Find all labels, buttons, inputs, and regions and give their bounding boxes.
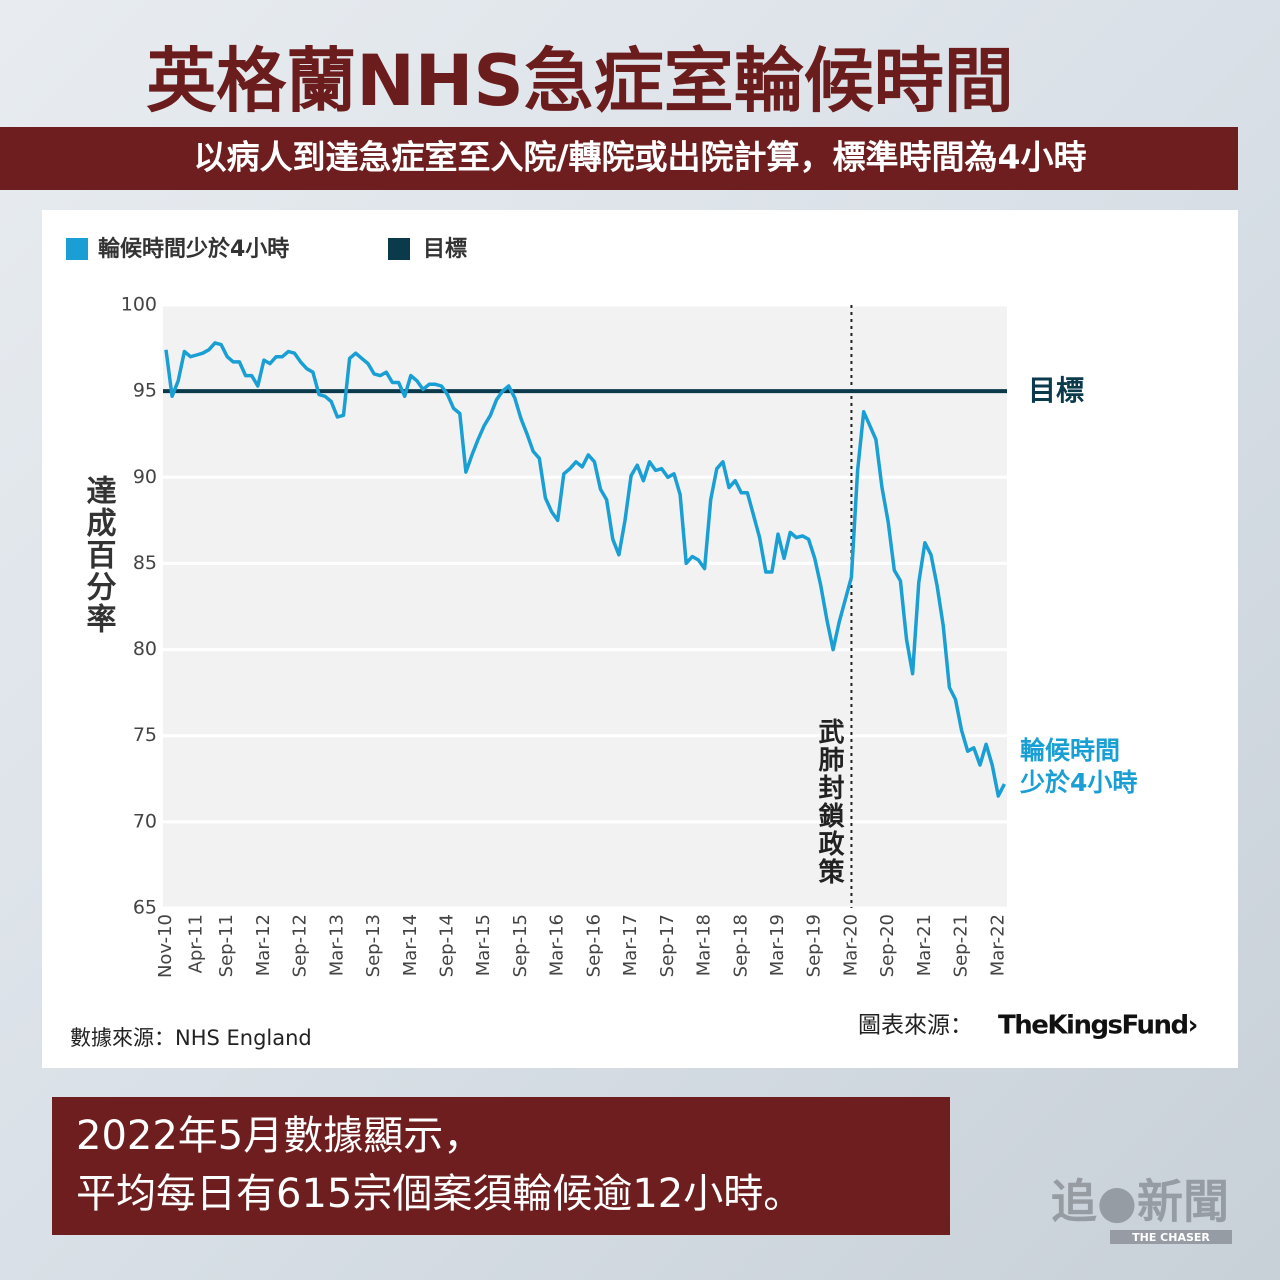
event-label: 武肺封鎖政策 bbox=[814, 718, 844, 886]
x-tick-label: Sep-19 bbox=[804, 914, 825, 977]
footer-line: 2022年5月數據顯示， bbox=[76, 1113, 483, 1159]
chart: 65 70 75 80 85 90 95 100 Nov-10 Apr-11 Sep-11 Mar-1… bbox=[66, 236, 1198, 1050]
x-tick-label: Sep-18 bbox=[730, 914, 751, 977]
legend-label: 目標 bbox=[423, 237, 467, 262]
x-tick-label: Sep-17 bbox=[657, 914, 678, 977]
x-tick-label: Mar-19 bbox=[767, 914, 788, 976]
source: 數據來源：NHS England bbox=[70, 1026, 312, 1050]
subtitle: 以病人到達急症室至入院/轉院或出院計算，標準時間為4小時 bbox=[193, 138, 1086, 177]
end-label: 少於4小時 bbox=[1019, 768, 1137, 797]
x-tick-label: Sep-12 bbox=[290, 914, 311, 977]
y-axis-label: 達成百分率 bbox=[81, 475, 117, 635]
x-tick-label: Mar-13 bbox=[326, 914, 347, 976]
y-tick-label: 95 bbox=[133, 380, 157, 402]
x-tick-label: Mar-12 bbox=[253, 914, 274, 976]
logo-sub: THE CHASER bbox=[1132, 1231, 1210, 1244]
legend-swatch bbox=[388, 238, 410, 260]
subtitle-bar bbox=[0, 127, 1238, 190]
legend-label: 輪候時間少於4小時 bbox=[98, 236, 289, 262]
y-tick-label: 80 bbox=[133, 638, 157, 660]
chart-source-logo: TheKingsFund› bbox=[998, 1011, 1197, 1041]
plot-area bbox=[163, 305, 1007, 908]
y-tick-label: 90 bbox=[133, 466, 157, 488]
x-tick-label: Sep-20 bbox=[877, 914, 898, 977]
y-tick-label: 85 bbox=[133, 552, 157, 574]
x-tick-label: Sep-11 bbox=[216, 914, 237, 977]
x-tick-label: Mar-14 bbox=[400, 914, 421, 976]
x-tick-label: Mar-20 bbox=[840, 914, 861, 976]
x-tick-label: Sep-21 bbox=[951, 914, 972, 977]
y-tick-label: 100 bbox=[121, 294, 157, 316]
end-label: 輪候時間 bbox=[1020, 736, 1120, 765]
x-tick-label: Sep-16 bbox=[583, 914, 604, 977]
footer-line: 平均每日有615宗個案須輪候逾12小時。 bbox=[76, 1171, 803, 1217]
data-line bbox=[164, 341, 1006, 798]
y-tick-label: 70 bbox=[133, 810, 157, 832]
x-tick-label: Sep-13 bbox=[363, 914, 384, 977]
x-tick-label: Mar-22 bbox=[987, 914, 1008, 976]
y-tick-label: 75 bbox=[133, 724, 157, 746]
title: 英格蘭NHS急症室輪候時間 bbox=[146, 40, 1014, 122]
x-tick-label: Mar-15 bbox=[473, 914, 494, 976]
x-tick-label: Apr-11 bbox=[186, 914, 207, 973]
logo-sub-bg bbox=[1110, 1230, 1232, 1244]
x-tick-label: Sep-15 bbox=[510, 914, 531, 977]
logo: 追●新聞 bbox=[1051, 1175, 1229, 1229]
x-tick-label: Mar-18 bbox=[694, 914, 715, 976]
target-label: 目標 bbox=[1028, 374, 1084, 407]
x-tick-label: Mar-17 bbox=[620, 914, 641, 976]
x-tick-label: Sep-14 bbox=[437, 914, 458, 977]
legend-swatch bbox=[66, 238, 88, 260]
y-tick-label: 65 bbox=[133, 897, 157, 919]
footer-box bbox=[52, 1097, 950, 1235]
x-tick-label: Mar-16 bbox=[547, 914, 568, 976]
x-tick-label: Mar-21 bbox=[914, 914, 935, 976]
x-tick-label: Nov-10 bbox=[155, 914, 176, 978]
chart-source: 圖表來源： bbox=[858, 1013, 973, 1039]
